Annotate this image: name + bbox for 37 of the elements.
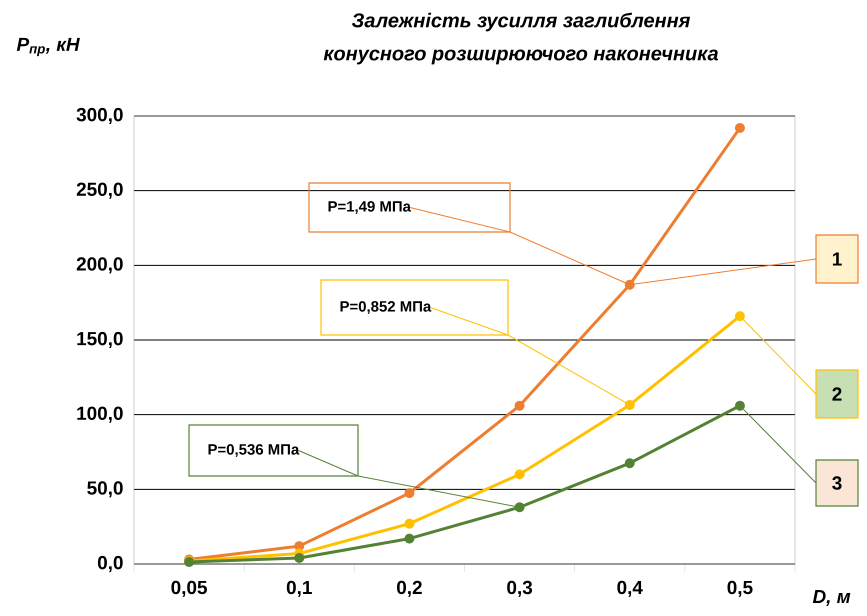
annotation: 3 (832, 476, 842, 490)
point (404, 518, 414, 529)
annotation: P=0,536 МПа (208, 444, 300, 457)
point (514, 502, 525, 512)
x-tick-label: 0,2 (397, 580, 422, 597)
x-tick-label: 0,3 (507, 580, 532, 597)
point (294, 541, 304, 552)
x-axis-title: D, м (812, 590, 850, 606)
x-tick-label: 0,1 (286, 580, 312, 597)
point (514, 400, 525, 411)
point (624, 458, 635, 468)
point (404, 488, 414, 498)
y-tick-label: 100,0 (77, 406, 123, 423)
chart-title: Залежність зусилля заглиблення (352, 12, 690, 32)
annotation: 1 (832, 252, 842, 266)
annotation: P=1,49 МПа (328, 201, 412, 214)
chart-subtitle: конусного розширюючого наконечника (324, 50, 718, 64)
point (404, 534, 414, 544)
point (294, 553, 304, 564)
point (734, 122, 745, 133)
annotation: P=0,852 МПа (340, 301, 432, 314)
x-tick-label: 0,05 (171, 580, 207, 597)
y-axis-title: P$_{пр}$, кН (16, 38, 80, 56)
point (734, 311, 745, 322)
y-tick-label: 0,0 (98, 556, 123, 572)
y-tick-label: 150,0 (77, 332, 123, 348)
y-tick-label: 200,0 (76, 257, 123, 274)
point (734, 400, 745, 411)
point (514, 469, 525, 480)
y-tick-label: 250,0 (76, 182, 123, 199)
y-tick-label: 300,0 (76, 108, 123, 124)
x-tick-label: 0,4 (617, 580, 643, 597)
y-tick-label: 50,0 (87, 481, 123, 498)
point (624, 280, 635, 290)
annotation: 2 (832, 387, 842, 401)
x-tick-label: 0,5 (728, 580, 753, 597)
point (624, 400, 635, 410)
